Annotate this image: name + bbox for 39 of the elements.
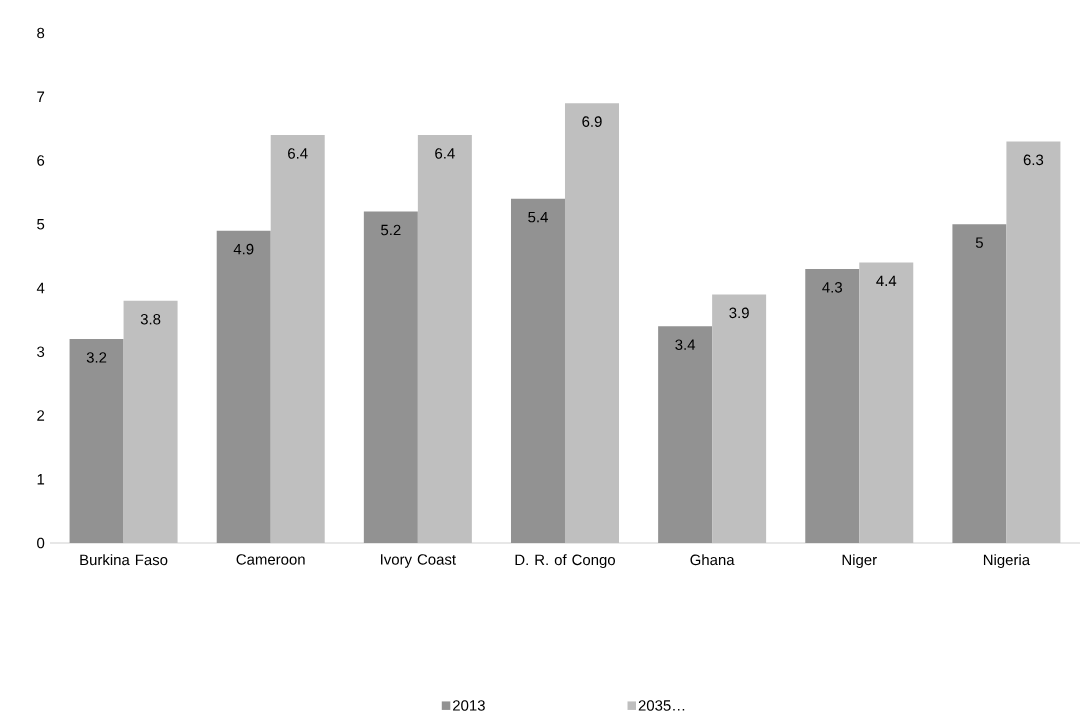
legend-label: 2013 bbox=[453, 700, 485, 711]
data-label: 5.4 bbox=[528, 211, 548, 223]
y-tick-label: 1 bbox=[37, 474, 45, 485]
data-label: 6.3 bbox=[1023, 154, 1044, 166]
data-label: 5.2 bbox=[381, 224, 401, 236]
y-tick-label: 0 bbox=[37, 537, 45, 549]
data-label: 4.3 bbox=[822, 282, 842, 293]
x-tick-label: Burkina Faso bbox=[80, 554, 168, 566]
bar bbox=[564, 103, 619, 543]
x-tick-label: Cameroon bbox=[236, 554, 305, 565]
bar bbox=[270, 135, 325, 543]
y-tick-label: 2 bbox=[37, 410, 45, 421]
legend-label: 2035… bbox=[638, 700, 685, 711]
x-tick-label: Niger bbox=[842, 554, 877, 569]
y-tick-label: 3 bbox=[37, 346, 45, 358]
data-label: 6.4 bbox=[288, 148, 308, 159]
data-label: 3.4 bbox=[675, 339, 696, 351]
y-tick-label: 7 bbox=[37, 91, 45, 102]
data-label: 4.9 bbox=[233, 243, 254, 255]
bar bbox=[712, 294, 767, 543]
data-label: 6.9 bbox=[582, 116, 602, 127]
y-tick-label: 8 bbox=[37, 27, 45, 39]
data-label: 4.4 bbox=[876, 275, 897, 286]
data-label: 6.4 bbox=[435, 148, 455, 159]
data-label: 3.9 bbox=[729, 307, 749, 319]
bar bbox=[417, 135, 472, 543]
x-tick-label: D. R. of Congo bbox=[515, 554, 616, 569]
x-tick-label: Nigeria bbox=[983, 554, 1031, 569]
bar bbox=[859, 262, 914, 543]
y-tick-label: 5 bbox=[37, 219, 45, 230]
data-label: 3.2 bbox=[86, 352, 107, 363]
y-tick-label: 4 bbox=[36, 282, 45, 294]
y-tick-label: 6 bbox=[37, 155, 45, 166]
bar bbox=[123, 300, 178, 543]
x-tick-label: Ivory Coast bbox=[381, 554, 456, 568]
x-tick-label: Ghana bbox=[690, 554, 735, 566]
bar bbox=[1006, 141, 1061, 543]
data-label: 5 bbox=[975, 237, 983, 248]
data-label: 3.8 bbox=[140, 313, 161, 325]
